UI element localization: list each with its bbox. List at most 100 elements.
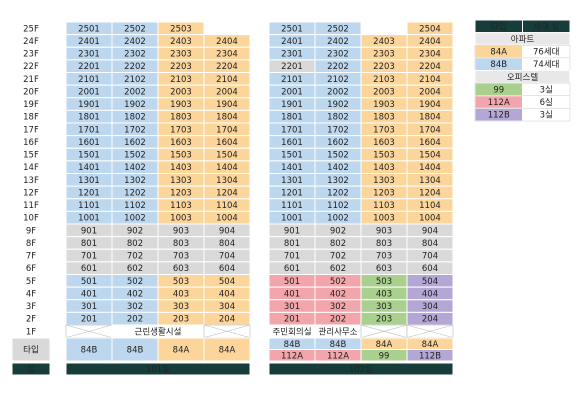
floor-label: 4F — [26, 289, 36, 299]
unit: 603 — [376, 264, 392, 274]
unit: 1901 — [281, 100, 303, 110]
legend-type: 84B — [490, 60, 507, 70]
unit: 304 — [422, 302, 438, 312]
unit: 902 — [330, 226, 346, 236]
floor-label: 9F — [26, 226, 36, 236]
unit: 302 — [127, 302, 143, 312]
unit-type: 84A — [219, 346, 236, 356]
unit: 1204 — [419, 188, 441, 198]
legend-type: 99 — [493, 85, 504, 95]
unit: 503 — [376, 277, 392, 287]
unit: 903 — [173, 226, 189, 236]
unit: 1703 — [373, 125, 395, 135]
unit: 1103 — [373, 201, 395, 211]
unit: 2203 — [373, 62, 395, 72]
unit: 2301 — [281, 50, 303, 60]
unit: 203 — [376, 315, 392, 325]
unit: 802 — [330, 239, 346, 249]
unit: 201 — [81, 315, 97, 325]
unit: 2202 — [327, 62, 349, 72]
unit: 1004 — [419, 214, 441, 224]
unit: 901 — [81, 226, 97, 236]
unit: 1903 — [170, 100, 192, 110]
unit: 1603 — [373, 138, 395, 148]
unit: 1602 — [124, 138, 146, 148]
unit: 1801 — [281, 113, 303, 123]
unit: 1904 — [216, 100, 238, 110]
legend-count: 76세대 — [533, 48, 559, 58]
floor-label: 13F — [23, 176, 39, 186]
unit: 1703 — [170, 125, 192, 135]
unit: 1502 — [327, 151, 349, 161]
floor-label: 15F — [23, 151, 39, 161]
unit: 1001 — [281, 214, 303, 224]
unit: 2001 — [78, 87, 100, 97]
unit-type: 84B — [127, 346, 144, 356]
floor-label: 1F — [26, 327, 36, 337]
unit: 2103 — [170, 75, 192, 85]
unit: 802 — [127, 239, 143, 249]
unit: 1404 — [216, 163, 238, 173]
unit: 501 — [81, 277, 97, 287]
unit: 2004 — [216, 87, 238, 97]
type-label-bg — [11, 337, 51, 362]
unit: 403 — [173, 289, 189, 299]
unit: 1104 — [419, 201, 441, 211]
unit: 501 — [284, 277, 300, 287]
unit: 1503 — [373, 151, 395, 161]
unit: 204 — [422, 315, 438, 325]
unit: 2002 — [327, 87, 349, 97]
floor-label: 22F — [23, 62, 39, 72]
unit: 1002 — [327, 214, 349, 224]
unit-type-bg — [203, 337, 251, 362]
unit-type-bg — [406, 349, 454, 362]
unit-type: 84A — [422, 340, 439, 350]
unit: 1903 — [373, 100, 395, 110]
unit: 703 — [173, 252, 189, 262]
unit: 402 — [127, 289, 143, 299]
unit: 1002 — [124, 214, 146, 224]
dong-label: 동 — [27, 365, 35, 375]
unit: 1401 — [281, 163, 303, 173]
unit: 503 — [173, 277, 189, 287]
unit: 404 — [422, 289, 438, 299]
unit: 1304 — [216, 176, 238, 186]
unit: 2303 — [170, 50, 192, 60]
unit: 1101 — [281, 201, 303, 211]
building-name-bg — [65, 362, 251, 376]
unit: 2403 — [373, 37, 395, 47]
floor-label: 3F — [26, 302, 36, 312]
unit: 1604 — [419, 138, 441, 148]
floor-label: 14F — [23, 163, 39, 173]
unit: 2002 — [124, 87, 146, 97]
unit: 2203 — [170, 62, 192, 72]
unit: 1102 — [327, 201, 349, 211]
unit: 2402 — [327, 37, 349, 47]
unit: 2103 — [373, 75, 395, 85]
unit: 2304 — [419, 50, 441, 60]
unit: 1203 — [373, 188, 395, 198]
unit: 1701 — [78, 125, 100, 135]
unit: 403 — [376, 289, 392, 299]
unit: 304 — [219, 302, 235, 312]
facility: 주민회의실 — [272, 326, 311, 337]
unit: 801 — [284, 239, 300, 249]
legend-type: 112A — [488, 98, 510, 108]
unit: 1904 — [419, 100, 441, 110]
unit: 303 — [376, 302, 392, 312]
unit: 504 — [219, 277, 235, 287]
unit: 2502 — [124, 24, 146, 34]
floor-label: 7F — [26, 252, 36, 262]
unit: 202 — [330, 315, 346, 325]
unit: 1301 — [78, 176, 100, 186]
unit: 1802 — [124, 113, 146, 123]
unit: 1804 — [216, 113, 238, 123]
unit: 1704 — [216, 125, 238, 135]
unit: 1103 — [170, 201, 192, 211]
unit: 1101 — [78, 201, 100, 211]
unit-type: 99 — [379, 351, 390, 361]
unit: 1404 — [419, 163, 441, 173]
unit: 401 — [284, 289, 300, 299]
unit: 202 — [127, 315, 143, 325]
